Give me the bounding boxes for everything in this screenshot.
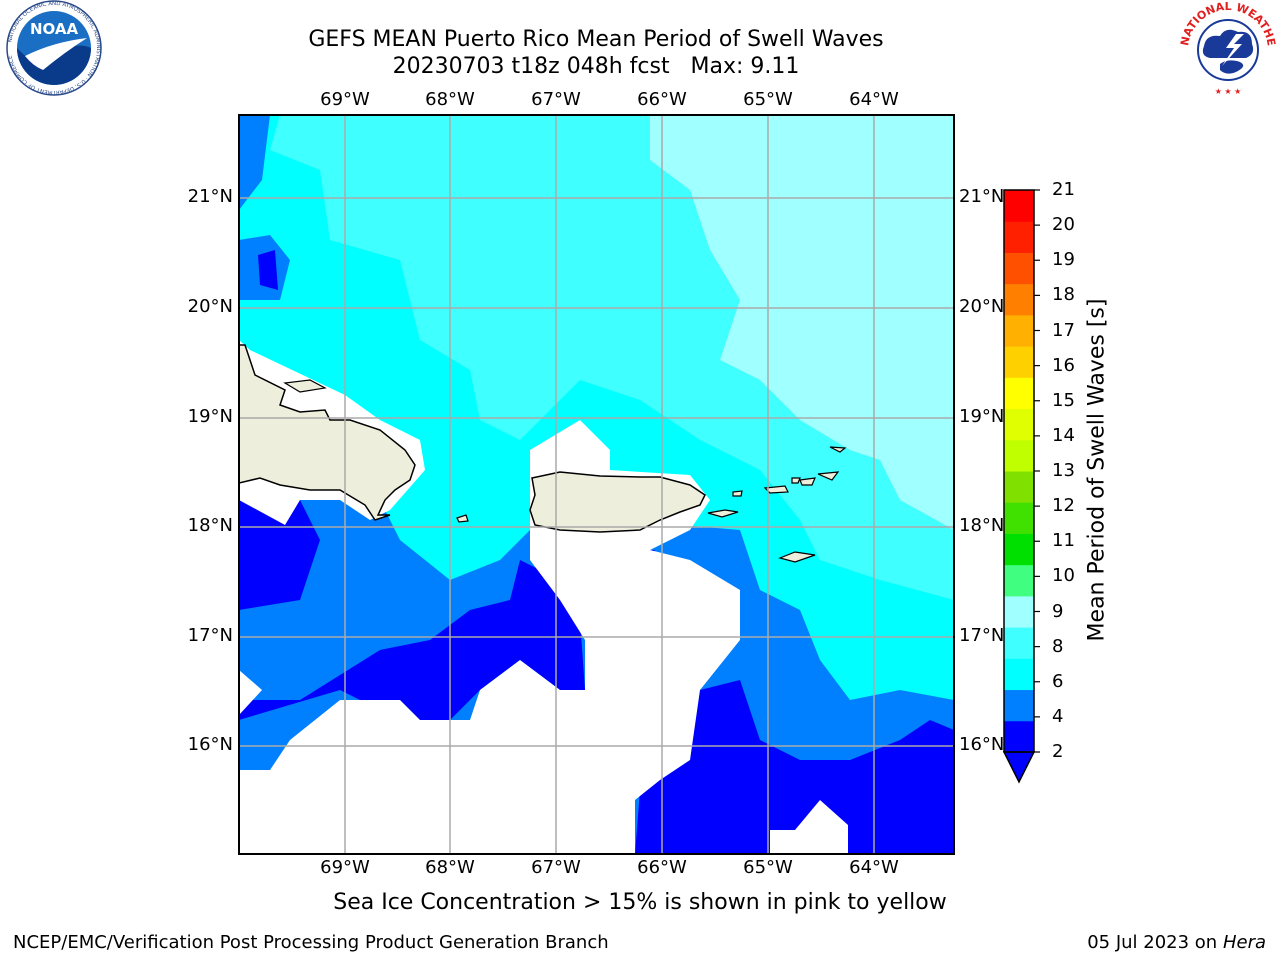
colorbar-tick-label: 6 (1052, 670, 1064, 692)
lon-label-top: 66°W (637, 89, 687, 110)
lat-label-right: 17°N (959, 625, 1005, 646)
colorbar-tick-label: 9 (1052, 600, 1064, 622)
footer-credit: NCEP/EMC/Verification Post Processing Pr… (13, 932, 609, 953)
colorbar-tick-label: 14 (1052, 424, 1075, 446)
colorbar-bin (1004, 314, 1034, 347)
nws-logo: NATIONAL WEATHER SERVICE ★ ★ ★ (1176, 0, 1278, 96)
colorbar-label: Mean Period of Swell Waves [s] (1084, 298, 1110, 642)
colorbar-tick-label: 4 (1052, 705, 1064, 727)
map-title: GEFS MEAN Puerto Rico Mean Period of Swe… (308, 27, 884, 52)
lat-label-right: 20°N (959, 296, 1005, 317)
colorbar-under-arrow (1002, 751, 1036, 784)
colorbar-tick-label: 21 (1052, 179, 1075, 200)
island (791, 477, 801, 484)
map-frame (238, 114, 955, 855)
lon-label-top: 69°W (320, 89, 370, 110)
lat-label-left: 16°N (187, 734, 233, 755)
colorbar-tick-label: 17 (1052, 319, 1075, 341)
lon-label-bottom: 66°W (637, 857, 687, 878)
svg-text:NOAA: NOAA (30, 20, 79, 38)
lat-label-left: 21°N (187, 186, 233, 207)
colorbar-tick-label: 19 (1052, 249, 1075, 271)
colorbar-bin (1004, 439, 1034, 472)
colorbar-tick-label: 10 (1052, 565, 1075, 587)
colorbar-bin (1004, 564, 1034, 597)
colorbar-tick-label: 12 (1052, 495, 1075, 517)
colorbar-bin (1004, 658, 1034, 691)
island (778, 551, 816, 563)
lat-label-left: 20°N (187, 296, 233, 317)
colorbar-bin (1004, 377, 1034, 410)
lat-label-right: 16°N (959, 734, 1005, 755)
colorbar-bin (1004, 720, 1034, 753)
colorbar-bin (1004, 471, 1034, 503)
footer-date: 05 Jul 2023 on Hera (1087, 932, 1266, 953)
island (707, 509, 739, 518)
lon-label-top: 68°W (425, 89, 475, 110)
footer-date-text: 05 Jul 2023 on (1087, 932, 1223, 953)
colorbar-bin (1004, 252, 1034, 285)
colorbar-bin (1004, 595, 1034, 628)
colorbar-tick-label: 20 (1052, 214, 1075, 236)
land-hispaniola (239, 344, 416, 521)
colorbar-tick-label: 15 (1052, 389, 1075, 411)
lon-label-top: 67°W (531, 89, 581, 110)
colorbar-bin (1004, 346, 1034, 378)
lon-label-bottom: 67°W (531, 857, 581, 878)
island (817, 471, 840, 481)
colorbar-tick-label: 18 (1052, 284, 1075, 306)
lat-label-left: 19°N (187, 406, 233, 427)
colorbar-bin (1004, 627, 1034, 659)
contour-fill-under-2 (239, 250, 954, 854)
no-data-region (239, 670, 262, 715)
island (829, 446, 847, 453)
map-subtitle: 20230703 t18z 048h fcst Max: 9.11 (392, 54, 800, 79)
footer-host: Hera (1222, 932, 1266, 953)
lat-label-right: 21°N (959, 186, 1005, 207)
colorbar-tick-label: 13 (1052, 460, 1075, 481)
colorbar-bin (1004, 408, 1034, 441)
colorbar (1002, 189, 1040, 784)
island (732, 490, 743, 497)
lat-label-right: 18°N (959, 515, 1005, 536)
colorbar-bin (1004, 190, 1034, 222)
island (456, 514, 469, 523)
colorbar-bin (1004, 689, 1034, 722)
lon-label-top: 65°W (743, 89, 793, 110)
sea-ice-caption: Sea Ice Concentration > 15% is shown in … (333, 890, 947, 915)
lon-label-bottom: 69°W (320, 857, 370, 878)
island (799, 477, 816, 486)
colorbar-tick-label: 2 (1052, 741, 1064, 762)
lon-label-bottom: 65°W (743, 857, 793, 878)
lon-label-top: 64°W (849, 89, 899, 110)
island (283, 379, 327, 393)
no-data-region (770, 800, 848, 854)
svg-text:★ ★ ★: ★ ★ ★ (1215, 87, 1242, 96)
lon-label-bottom: 68°W (425, 857, 475, 878)
lat-label-right: 19°N (959, 406, 1005, 427)
colorbar-tick-label: 8 (1052, 635, 1064, 657)
colorbar-tick-label: 16 (1052, 354, 1075, 376)
lat-label-left: 17°N (187, 625, 233, 646)
colorbar-bin (1004, 533, 1034, 566)
graticule (239, 115, 954, 854)
lon-label-bottom: 64°W (849, 857, 899, 878)
colorbar-bin (1004, 283, 1034, 316)
lat-label-left: 18°N (187, 515, 233, 536)
colorbar-bin (1004, 502, 1034, 534)
colorbar-bin (1004, 221, 1034, 253)
noaa-logo: NOAA NATIONAL OCEANIC AND ATMOSPHERIC AD… (6, 0, 102, 96)
colorbar-tick-label: 11 (1052, 530, 1075, 552)
